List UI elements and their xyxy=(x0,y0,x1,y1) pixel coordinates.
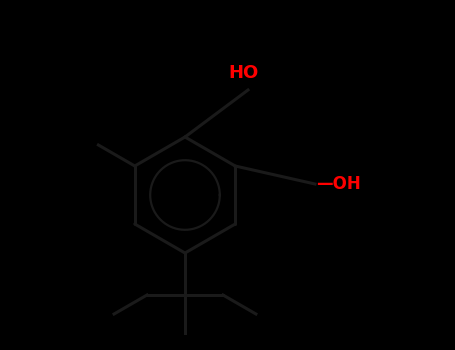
Text: HO: HO xyxy=(229,64,259,82)
Text: —OH: —OH xyxy=(316,175,361,193)
